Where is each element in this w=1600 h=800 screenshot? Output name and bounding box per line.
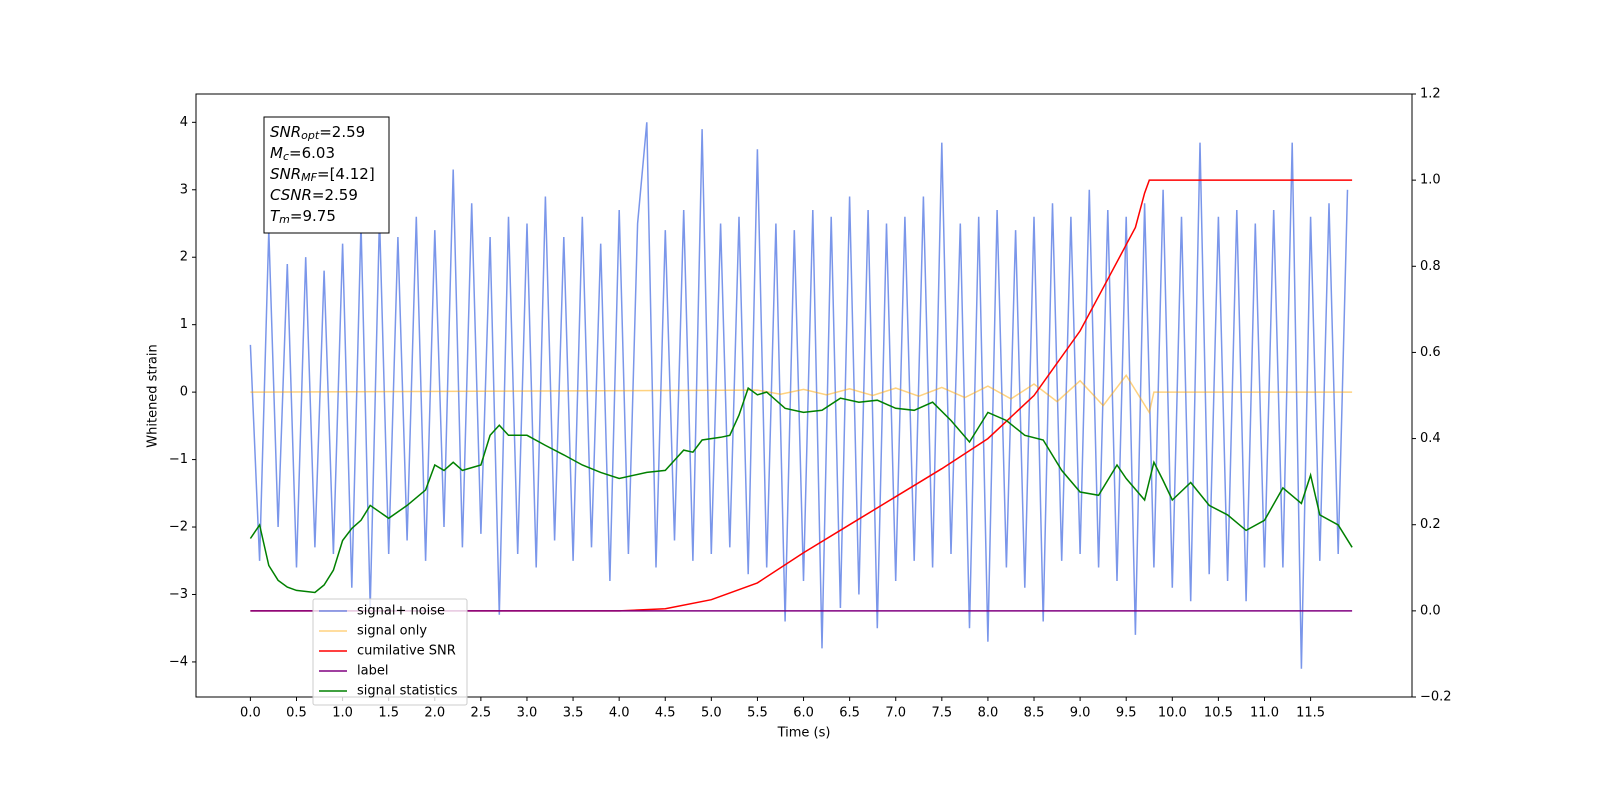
annotation-sub: c	[283, 150, 289, 163]
x-tick-label: 5.5	[747, 706, 768, 721]
x-tick-label: 10.5	[1204, 706, 1233, 721]
annotation-rest: =9.75	[290, 207, 336, 225]
x-tick-label: 9.0	[1070, 706, 1091, 721]
x-tick-label: 10.0	[1158, 706, 1187, 721]
annotation-rest: =6.03	[289, 144, 335, 162]
x-tick-label: 2.0	[424, 706, 445, 721]
x-tick-label: 8.0	[978, 706, 999, 721]
annotation-sub: m	[279, 213, 290, 226]
series-line	[250, 179, 1353, 612]
annotation-main: T	[270, 207, 281, 225]
y-tick-label: −1	[169, 452, 188, 467]
x-tick-label: 5.0	[701, 706, 722, 721]
legend-box	[312, 598, 468, 706]
series-line	[249, 386, 1353, 594]
y-tick-label: 4	[180, 115, 188, 130]
legend-label: label	[357, 664, 388, 679]
legend-label: signal only	[357, 624, 427, 639]
x-tick-label: 7.5	[931, 706, 952, 721]
x-tick-label: 4.5	[655, 706, 676, 721]
legend-label: cumilative SNR	[357, 644, 456, 659]
y-tick-label: 2	[180, 250, 188, 265]
annotation-line: SNRopt=2.59	[270, 123, 365, 143]
x-tick-label: 1.0	[332, 706, 353, 721]
y-tick-label: −4	[169, 654, 188, 669]
annotation-line: Tm=9.75	[270, 207, 336, 227]
x-tick-label: 11.5	[1296, 706, 1325, 721]
y-axis-label: Whitened strain	[146, 344, 161, 447]
annotation-line: Mc=6.03	[270, 144, 335, 164]
y2-tick-label: −0.2	[1420, 690, 1452, 705]
y-tick-label: 1	[180, 317, 188, 332]
annotation-sub: MF	[301, 171, 317, 184]
y2-tick-label: 0.6	[1420, 345, 1441, 360]
x-tick-label: 1.5	[378, 706, 399, 721]
x-tick-label: 2.5	[471, 706, 492, 721]
annotation-main: SNR	[270, 165, 301, 183]
x-tick-label: 8.5	[1024, 706, 1045, 721]
annotation-line: SNRMF=[4.12]	[270, 165, 375, 185]
annotation-rest: =2.59	[312, 186, 358, 204]
y-tick-label: 0	[180, 385, 188, 400]
annotation-main: SNR	[270, 123, 301, 141]
y-tick-label: −3	[169, 587, 188, 602]
y2-tick-label: 0.4	[1420, 431, 1441, 446]
x-tick-label: 6.0	[793, 706, 814, 721]
x-tick-label: 3.0	[517, 706, 538, 721]
y2-tick-label: 1.2	[1420, 87, 1441, 102]
annotation-rest: =2.59	[319, 123, 365, 141]
y-tick-label: 3	[180, 182, 188, 197]
x-tick-label: 3.5	[563, 706, 584, 721]
series-line	[249, 122, 1349, 669]
x-tick-label: 0.5	[286, 706, 307, 721]
x-tick-label: 6.5	[839, 706, 860, 721]
annotation-box	[263, 116, 390, 234]
x-tick-label: 4.0	[609, 706, 630, 721]
x-tick-label: 9.5	[1116, 706, 1137, 721]
y2-tick-label: 0.2	[1420, 517, 1441, 532]
annotation-main: CSNR	[270, 186, 312, 204]
x-tick-label: 11.0	[1250, 706, 1279, 721]
legend-label: signal statistics	[357, 684, 458, 699]
legend-label: signal+ noise	[357, 604, 445, 619]
annotation-line: CSNR=2.59	[270, 186, 358, 204]
y2-tick-label: 0.0	[1420, 603, 1441, 618]
x-tick-label: 7.0	[885, 706, 906, 721]
y-tick-label: −2	[169, 520, 188, 535]
annotation-main: M	[270, 144, 283, 162]
x-axis-label: Time (s)	[777, 726, 831, 741]
y2-tick-label: 0.8	[1420, 259, 1441, 274]
x-tick-label: 0.0	[240, 706, 261, 721]
series-line	[250, 373, 1353, 415]
y2-tick-label: 1.0	[1420, 173, 1441, 188]
annotation-rest: =[4.12]	[317, 165, 375, 183]
annotation-sub: opt	[301, 129, 320, 142]
